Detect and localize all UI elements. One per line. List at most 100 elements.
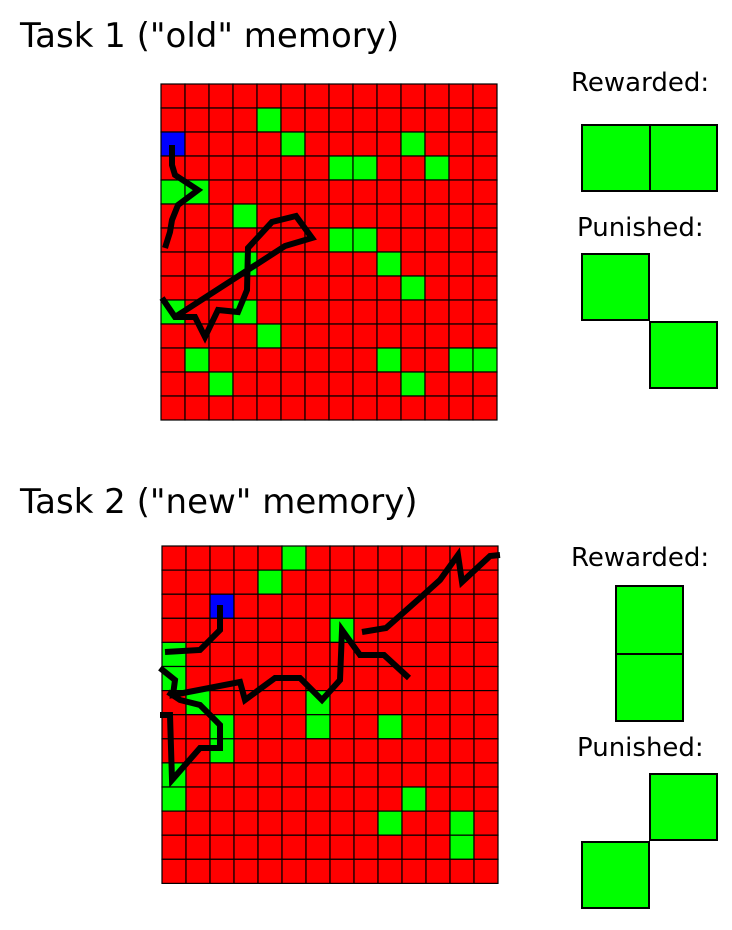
pattern-block xyxy=(615,653,684,722)
grid-cell xyxy=(425,810,451,836)
grid-cell xyxy=(472,371,498,397)
grid-cell xyxy=(256,395,282,421)
grid-cell xyxy=(304,323,330,349)
grid-cell xyxy=(400,299,426,325)
grid-cell xyxy=(209,569,235,595)
grid-cell xyxy=(281,569,307,595)
grid-cell xyxy=(232,347,258,373)
grid-cell xyxy=(328,251,354,277)
grid-cell xyxy=(305,593,331,619)
grid-cell-target xyxy=(400,131,426,157)
grid-cell xyxy=(208,227,234,253)
grid-cell xyxy=(425,545,451,571)
grid-cell xyxy=(328,179,354,205)
grid-cell xyxy=(448,203,474,229)
grid-cell xyxy=(233,641,259,668)
grid-cell xyxy=(376,395,402,421)
grid-cell xyxy=(208,155,234,181)
grid-cell xyxy=(473,569,499,595)
grid-cell xyxy=(425,665,451,692)
grid-cell xyxy=(329,834,355,860)
grid-cell xyxy=(424,275,450,301)
grid-cell xyxy=(304,347,330,373)
grid-cell xyxy=(448,299,474,325)
grid-cell xyxy=(376,371,402,397)
grid-cell xyxy=(448,83,474,109)
grid-cell xyxy=(472,155,498,181)
grid-cell xyxy=(281,810,307,836)
grid-cell xyxy=(233,786,259,812)
grid-cell xyxy=(448,179,474,205)
grid-cell xyxy=(184,83,210,109)
grid-cell xyxy=(209,545,235,571)
grid-cell xyxy=(233,810,259,836)
grid-cell xyxy=(305,834,331,860)
grid-cell xyxy=(401,762,427,788)
grid-cell xyxy=(280,179,306,205)
grid-cell xyxy=(376,131,402,157)
grid-cell xyxy=(160,107,186,133)
grid-cell xyxy=(424,83,450,109)
grid-cell xyxy=(448,155,474,181)
grid-cell xyxy=(425,858,451,884)
task1-punished-pattern xyxy=(581,253,718,389)
task2-grid xyxy=(161,545,499,884)
grid-cell xyxy=(472,395,498,421)
grid-cell-target xyxy=(401,786,427,812)
grid-cell xyxy=(377,858,403,884)
grid-cell xyxy=(185,545,211,571)
grid-cell xyxy=(305,569,331,595)
task1-punished-label: Punished: xyxy=(577,213,704,243)
grid-cell xyxy=(160,83,186,109)
pattern-block xyxy=(581,124,651,192)
grid-cell xyxy=(400,323,426,349)
grid-cell xyxy=(304,251,330,277)
grid-cell-target xyxy=(400,275,426,301)
pattern-block xyxy=(581,841,650,909)
grid-cell xyxy=(448,251,474,277)
grid-cell xyxy=(352,251,378,277)
grid-cell xyxy=(209,689,235,716)
grid-cell xyxy=(449,641,475,668)
grid-cell xyxy=(401,545,427,571)
grid-cell xyxy=(353,858,379,884)
grid-cell xyxy=(257,762,283,788)
grid-cell xyxy=(401,569,427,595)
grid-cell xyxy=(473,786,499,812)
grid-cell xyxy=(449,762,475,788)
grid-cell xyxy=(184,131,210,157)
grid-cell xyxy=(233,569,259,595)
pattern-block xyxy=(649,321,718,389)
grid-cell xyxy=(473,810,499,836)
grid-cell xyxy=(257,834,283,860)
grid-cell xyxy=(209,762,235,788)
grid-cell xyxy=(257,786,283,812)
task2-title: Task 2 ("new" memory) xyxy=(20,482,418,522)
task2-rewarded-pattern xyxy=(615,585,684,722)
grid-cell xyxy=(280,251,306,277)
grid-cell xyxy=(448,371,474,397)
grid-cell xyxy=(184,155,210,181)
grid-cell xyxy=(160,371,186,397)
grid-cell xyxy=(160,251,186,277)
grid-cell xyxy=(233,545,259,571)
grid-cell xyxy=(472,323,498,349)
grid-cell xyxy=(161,569,187,595)
task2-punished-pattern xyxy=(581,773,718,909)
grid-cell xyxy=(473,858,499,884)
task2-rewarded-label: Rewarded: xyxy=(571,543,710,573)
grid-cell xyxy=(185,593,211,619)
grid-cell xyxy=(352,107,378,133)
grid-cell-target xyxy=(256,323,282,349)
grid-cell xyxy=(377,786,403,812)
grid-cell xyxy=(329,858,355,884)
grid-cell xyxy=(473,641,499,668)
grid-cell xyxy=(232,323,258,349)
grid-cell xyxy=(304,107,330,133)
grid-cell xyxy=(256,83,282,109)
grid-cell xyxy=(329,545,355,571)
grid-cell xyxy=(185,786,211,812)
grid-cell xyxy=(329,738,355,764)
pattern-block xyxy=(649,773,718,841)
grid-cell xyxy=(377,689,403,716)
